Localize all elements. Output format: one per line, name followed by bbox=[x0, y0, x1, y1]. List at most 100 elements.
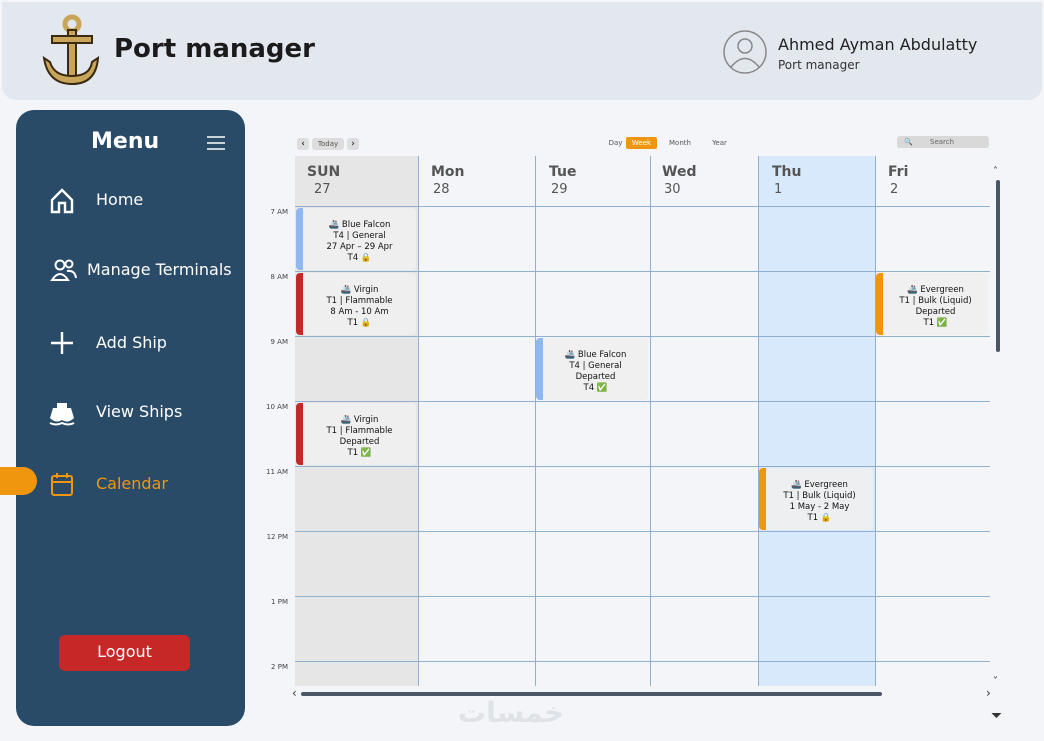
day-name: Fri bbox=[888, 164, 909, 180]
row-line bbox=[295, 466, 990, 467]
event-title: 🚢 Virgin bbox=[340, 415, 379, 425]
time-label: 10 AM bbox=[266, 403, 288, 411]
row-line bbox=[295, 531, 990, 532]
event-card[interactable]: 🚢 Evergreen T1 | Bulk (Liquid) Departed T1 … bbox=[876, 273, 988, 335]
day-name: Mon bbox=[431, 164, 465, 180]
logout-button[interactable]: Logout bbox=[59, 635, 190, 671]
event-line: Departed bbox=[915, 307, 956, 317]
event-line: T1 | Bulk (Liquid) bbox=[899, 296, 972, 306]
day-shade bbox=[758, 156, 875, 686]
menu-item[interactable]: View Ships bbox=[44, 394, 239, 430]
sidebar: Menu Logout Home Manage Terminals Add Ship… bbox=[16, 110, 245, 726]
column-line bbox=[418, 156, 419, 686]
event-line: T4 | General bbox=[569, 361, 622, 371]
user-role: Port manager bbox=[778, 58, 860, 72]
column-line bbox=[875, 156, 876, 686]
event-line: T4 🔒 bbox=[347, 253, 372, 263]
prev-button[interactable]: ‹ bbox=[297, 138, 309, 150]
view-tab[interactable]: Day bbox=[608, 139, 623, 147]
menu-icon bbox=[51, 473, 73, 496]
filter-icon[interactable]: ⏷ bbox=[991, 708, 1003, 724]
time-label: 2 PM bbox=[271, 663, 288, 671]
scroll-right[interactable]: › bbox=[986, 686, 991, 700]
user-name: Ahmed Ayman Abdulatty bbox=[778, 35, 978, 54]
event-line: T1 | Flammable bbox=[326, 426, 393, 436]
day-date: 1 bbox=[774, 182, 783, 197]
event-line: T1 ✅ bbox=[347, 448, 372, 458]
header-bar bbox=[2, 2, 1042, 100]
column-line bbox=[535, 156, 536, 686]
app-title: Port manager bbox=[114, 34, 315, 64]
menu-icon bbox=[50, 188, 74, 214]
hamburger[interactable] bbox=[206, 135, 226, 151]
scroll-left[interactable]: ‹ bbox=[292, 686, 297, 700]
menu-item[interactable]: Add Ship bbox=[44, 325, 239, 361]
time-label: 12 PM bbox=[266, 533, 288, 541]
logo-anchor bbox=[42, 14, 100, 86]
menu-item[interactable]: Manage Terminals bbox=[44, 252, 239, 288]
menu-icon bbox=[51, 332, 73, 354]
event-title: 🚢 Evergreen bbox=[907, 285, 964, 295]
view-tab[interactable]: Year bbox=[712, 139, 727, 147]
menu-title: Menu bbox=[91, 129, 160, 154]
row-line bbox=[295, 206, 990, 207]
column-line bbox=[650, 156, 651, 686]
event-title: 🚢 Virgin bbox=[340, 285, 379, 295]
h-scrollbar[interactable] bbox=[301, 692, 882, 696]
view-tab[interactable]: Month bbox=[669, 139, 691, 147]
day-name: Thu bbox=[772, 164, 802, 180]
event-line: T1 | Bulk (Liquid) bbox=[783, 491, 856, 501]
search-box[interactable]: 🔍 Search bbox=[897, 136, 989, 148]
time-label: 8 AM bbox=[270, 273, 288, 281]
active-indicator bbox=[0, 467, 37, 495]
day-date: 29 bbox=[551, 182, 568, 197]
v-scrollbar[interactable] bbox=[996, 180, 1000, 352]
avatar[interactable] bbox=[722, 28, 768, 76]
day-date: 27 bbox=[314, 182, 331, 197]
event-line: T4 ✅ bbox=[583, 383, 608, 393]
next-button[interactable]: › bbox=[347, 138, 359, 150]
view-tab[interactable]: Week bbox=[626, 137, 657, 149]
event-title: 🚢 Blue Falcon bbox=[564, 350, 627, 360]
day-date: 28 bbox=[433, 182, 450, 197]
event-line: T1 | Flammable bbox=[326, 296, 393, 306]
scroll-down[interactable]: ˅ bbox=[993, 676, 998, 687]
event-title: 🚢 Evergreen bbox=[791, 480, 848, 490]
day-date: 30 bbox=[664, 182, 681, 197]
today-button[interactable]: Today bbox=[312, 138, 344, 150]
event-line: 1 May - 2 May bbox=[789, 502, 850, 512]
menu-icon bbox=[49, 403, 75, 426]
menu-icon bbox=[50, 259, 77, 281]
event-line: 27 Apr – 29 Apr bbox=[326, 242, 393, 252]
event-line: Departed bbox=[339, 437, 380, 447]
menu-label: Add Ship bbox=[96, 333, 167, 352]
day-name: Tue bbox=[549, 164, 577, 180]
event-card[interactable]: 🚢 Blue Falcon T4 | General Departed T4 ✅ bbox=[536, 338, 648, 400]
menu-label: View Ships bbox=[96, 402, 183, 421]
watermark: خمسات bbox=[458, 696, 565, 729]
event-card[interactable]: 🚢 Blue Falcon T4 | General 27 Apr – 29 Apr… bbox=[296, 208, 416, 270]
time-label: 1 PM bbox=[271, 598, 288, 606]
event-line: Departed bbox=[575, 372, 616, 382]
event-card[interactable]: 🚢 Virgin T1 | Flammable 8 Am - 10 Am T1 🔒 bbox=[296, 273, 416, 335]
time-label: 11 AM bbox=[266, 468, 288, 476]
row-line bbox=[295, 336, 990, 337]
event-line: 8 Am - 10 Am bbox=[330, 307, 389, 317]
day-name: SUN bbox=[307, 164, 341, 180]
day-date: 2 bbox=[890, 182, 899, 197]
time-label: 9 AM bbox=[270, 338, 288, 346]
search-placeholder: Search bbox=[930, 138, 955, 146]
event-card[interactable]: 🚢 Virgin T1 | Flammable Departed T1 ✅ bbox=[296, 403, 416, 465]
menu-item[interactable]: Calendar bbox=[44, 466, 239, 502]
scroll-up[interactable]: ˄ bbox=[993, 166, 998, 177]
event-line: T1 ✅ bbox=[923, 318, 948, 328]
menu-label: Home bbox=[96, 190, 144, 209]
event-line: T4 | General bbox=[333, 231, 386, 241]
time-label: 7 AM bbox=[270, 208, 288, 216]
event-card[interactable]: 🚢 Evergreen T1 | Bulk (Liquid) 1 May - 2 M… bbox=[759, 468, 873, 530]
column-line bbox=[758, 156, 759, 686]
event-line: T1 🔒 bbox=[807, 513, 832, 523]
menu-item[interactable]: Home bbox=[44, 182, 239, 218]
